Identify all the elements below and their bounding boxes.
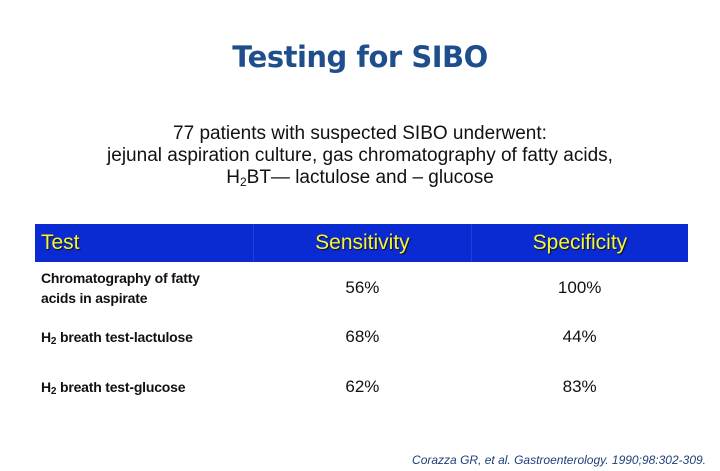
intro-line-3-rest: BT— lactulose and – glucose: [246, 167, 494, 188]
table-row: Chromatography of fatty acids in aspirat…: [35, 262, 688, 314]
header-specificity: Specificity: [532, 231, 628, 254]
subscript-2: 2: [50, 386, 57, 397]
intro-line-1: 77 patients with suspected SIBO underwen…: [173, 123, 547, 144]
specificity-value: 100%: [557, 278, 602, 297]
subscript-2: 2: [50, 336, 57, 347]
slide-title: Testing for SIBO: [232, 40, 488, 74]
sensitivity-value: 68%: [345, 327, 380, 346]
test-name: H2 breath test-lactulose: [35, 314, 254, 360]
header-test: Test: [35, 224, 254, 262]
sensitivity-value: 56%: [345, 278, 380, 297]
h-symbol: H: [41, 379, 51, 395]
test-name-line-2: acids in aspirate: [41, 290, 148, 306]
header-sensitivity: Sensitivity: [253, 224, 472, 262]
specificity-value: 44%: [562, 327, 597, 346]
h-symbol: H: [226, 167, 240, 188]
specificity-value: 83%: [562, 377, 597, 396]
table-row: H2 breath test-lactulose 68% 44%: [35, 314, 688, 360]
results-table: Test Sensitivity Specificity Chromatogra…: [35, 224, 688, 414]
test-name-rest: breath test-glucose: [56, 379, 186, 395]
subscript-2: 2: [239, 175, 247, 189]
h-symbol: H: [41, 329, 51, 345]
test-name-rest: breath test-lactulose: [56, 329, 193, 345]
citation: Corazza GR, et al. Gastroenterology. 199…: [412, 453, 706, 467]
intro-line-2: jejunal aspiration culture, gas chromato…: [107, 145, 613, 166]
test-name: H2 breath test-glucose: [35, 360, 254, 414]
test-name-line-1: Chromatography of fatty: [41, 270, 200, 286]
intro-line-3: H2BT— lactulose and – glucose: [0, 167, 720, 189]
test-name: Chromatography of fatty acids in aspirat…: [35, 262, 254, 314]
sensitivity-value: 62%: [345, 377, 380, 396]
table-header-row: Test Sensitivity Specificity: [35, 224, 688, 262]
table-row: H2 breath test-glucose 62% 83%: [35, 360, 688, 414]
intro-text: 77 patients with suspected SIBO underwen…: [0, 123, 720, 189]
